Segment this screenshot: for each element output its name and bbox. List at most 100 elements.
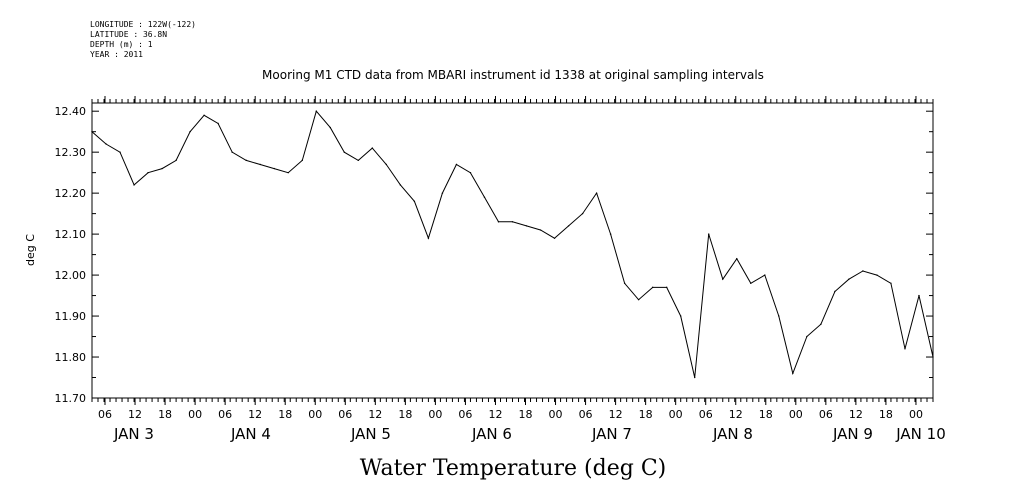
data-point	[91, 130, 93, 133]
data-point	[806, 335, 808, 338]
data-point	[147, 171, 149, 174]
data-point	[259, 163, 261, 166]
data-point	[694, 376, 696, 379]
data-point	[245, 159, 247, 162]
data-point	[287, 171, 289, 174]
data-point	[119, 151, 121, 153]
x-day-label: JAN 3	[113, 425, 154, 443]
data-point	[736, 257, 738, 260]
x-hour-label: 00	[909, 408, 923, 421]
y-tick-label: 12.20	[55, 187, 87, 200]
x-hour-label: 12	[729, 408, 743, 421]
data-point	[343, 151, 345, 153]
data-point	[273, 167, 275, 170]
data-point	[329, 126, 331, 129]
x-hour-label: 00	[428, 408, 442, 421]
x-hour-label: 18	[759, 408, 773, 421]
x-day-label: JAN 7	[591, 425, 632, 443]
data-point	[441, 192, 444, 194]
x-hour-label: 18	[879, 408, 893, 421]
x-day-label: JAN 5	[350, 425, 391, 443]
data-point	[105, 143, 107, 145]
data-point	[637, 298, 640, 301]
data-point	[189, 130, 191, 133]
data-point	[133, 184, 135, 186]
y-axis-label: deg C	[24, 234, 37, 266]
x-day-label: JAN 4	[230, 425, 271, 443]
y-tick-label: 12.30	[55, 146, 87, 159]
x-hour-label: 06	[579, 408, 593, 421]
data-point	[609, 233, 612, 235]
data-point	[567, 225, 570, 227]
data-point	[357, 159, 360, 162]
data-point	[175, 159, 177, 162]
x-hour-label: 12	[128, 408, 142, 421]
x-hour-label: 00	[188, 408, 202, 421]
data-point	[469, 171, 472, 174]
x-day-label: JAN 8	[712, 425, 753, 443]
x-hour-label: 18	[398, 408, 412, 421]
x-hour-label: 06	[458, 408, 472, 421]
x-day-label: JAN 9	[832, 425, 873, 443]
x-axis-title: Water Temperature (deg C)	[360, 456, 667, 481]
data-point	[595, 192, 598, 194]
data-point	[497, 221, 500, 223]
latitude-text: LATITUDE : 36.8N	[90, 30, 168, 39]
data-point	[511, 221, 514, 223]
data-point	[385, 163, 388, 166]
plot-frame	[91, 102, 934, 399]
x-hour-label: 12	[368, 408, 382, 421]
data-point	[427, 237, 430, 239]
year-text: YEAR : 2011	[90, 50, 143, 59]
data-point	[722, 278, 724, 280]
data-point	[778, 315, 780, 317]
data-point	[217, 122, 219, 125]
data-point	[539, 229, 542, 231]
data-point	[932, 356, 934, 358]
data-point	[890, 282, 892, 284]
x-hour-label: 12	[849, 408, 863, 421]
x-hour-label: 18	[639, 408, 653, 421]
x-hour-label: 06	[819, 408, 833, 421]
x-hour-label: 18	[519, 408, 533, 421]
data-point	[708, 233, 710, 235]
data-point	[862, 270, 864, 272]
data-point	[623, 282, 626, 284]
x-hour-label: 06	[699, 408, 713, 421]
x-hour-label: 12	[488, 408, 502, 421]
x-hour-label: 06	[218, 408, 232, 421]
y-tick-label: 12.40	[55, 105, 87, 118]
temperature-series-line	[91, 110, 934, 378]
data-point	[651, 286, 654, 289]
y-tick-label: 12.10	[55, 228, 87, 241]
chart-title: Mooring M1 CTD data from MBARI instrumen…	[262, 68, 764, 82]
x-hour-label: 18	[158, 408, 172, 421]
x-day-label: JAN 6	[471, 425, 512, 443]
data-point	[483, 196, 486, 198]
data-point	[792, 372, 794, 375]
x-hour-label: 00	[789, 408, 803, 421]
x-hour-label: 00	[308, 408, 322, 421]
data-point	[399, 184, 402, 186]
x-hour-label: 06	[98, 408, 112, 421]
x-hour-label: 12	[609, 408, 623, 421]
x-hour-label: 06	[338, 408, 352, 421]
data-point	[161, 167, 163, 170]
x-hour-label: 12	[248, 408, 262, 421]
data-point	[413, 200, 416, 203]
data-point	[525, 225, 528, 227]
data-point	[581, 212, 584, 215]
data-point	[455, 163, 458, 166]
depth-text: DEPTH (m) : 1	[90, 40, 153, 49]
y-tick-label: 11.90	[55, 310, 87, 323]
data-point	[918, 294, 920, 297]
data-point	[665, 286, 668, 289]
x-day-label: JAN 10	[895, 425, 946, 443]
data-point	[848, 278, 850, 280]
data-point	[834, 290, 836, 293]
x-hour-label: 18	[278, 408, 292, 421]
y-tick-label: 11.70	[55, 392, 87, 405]
x-hour-label: 00	[669, 408, 683, 421]
data-point	[203, 114, 205, 116]
